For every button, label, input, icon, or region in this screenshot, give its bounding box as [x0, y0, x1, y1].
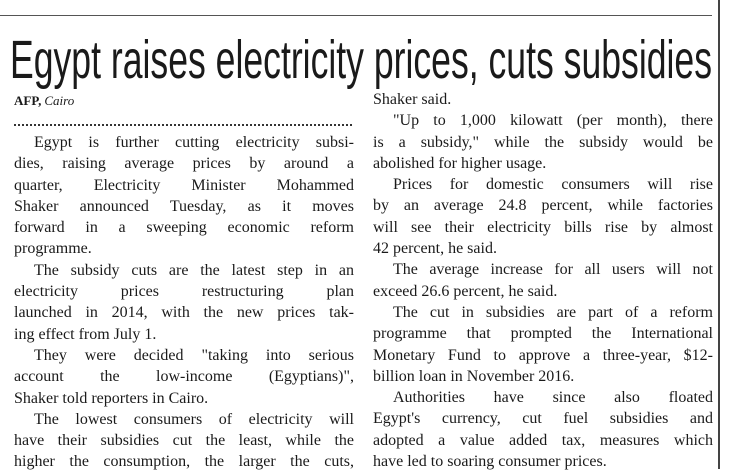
text-line: Egypt's currency, cut fuel subsidies and — [373, 410, 713, 428]
text-line: Shaker told reporters in Cairo. — [14, 389, 209, 407]
text-line: exceed 26.6 percent, he said. — [373, 282, 558, 300]
text-line: The lowest consumers of electricity will — [34, 410, 354, 428]
text-line: Shaker announced Tuesday, as it moves — [14, 197, 354, 215]
byline-agency: AFP, — [14, 93, 42, 108]
column: Shaker said. "Up to 1,000 kilowatt (per m… — [373, 89, 713, 472]
text-line: higher the consumption, the larger the c… — [14, 453, 354, 471]
paragraph: "Up to 1,000 kilowatt (per month), there… — [373, 110, 713, 174]
paragraph: Prices for domestic consumers will rise b… — [373, 174, 713, 259]
text-line: They were decided "taking into serious — [34, 346, 354, 364]
paragraph: They were decided "taking into serious ac… — [14, 345, 354, 409]
dotted-rule — [14, 124, 352, 126]
text-line: dies, raising average prices by around a — [14, 155, 354, 173]
paragraph: Egypt is further cutting electricity sub… — [14, 132, 354, 260]
text-line: Monetary Fund to approve a three-year, $… — [373, 346, 713, 364]
text-line: have led to soaring consumer prices. — [373, 453, 607, 471]
paragraph: The average increase for all users will … — [373, 259, 713, 302]
text-line: billion loan in November 2016. — [373, 367, 575, 385]
headline-svg: Egypt raises electricity prices, cuts su… — [10, 30, 712, 90]
text-line: Authorities have since also floated — [393, 389, 713, 407]
byline-location: Cairo — [44, 93, 75, 108]
text-line: electricity prices restructuring plan — [14, 283, 354, 301]
headline: Egypt raises electricity prices, cuts su… — [10, 30, 712, 90]
paragraph: Shaker said. — [373, 89, 713, 110]
text-line: forward in a sweeping economic reform — [14, 219, 354, 237]
paragraph: The lowest consumers of electricity will… — [14, 409, 354, 473]
text-line: account the low-income (Egyptians)", — [14, 368, 354, 386]
text-line: have their subsidies cut the least, whil… — [14, 432, 354, 450]
top-rule — [0, 15, 712, 16]
text-line: The average increase for all users will … — [393, 261, 713, 279]
text-line: Prices for domestic consumers will rise — [393, 176, 713, 194]
text-line: launched in 2014, with the new prices ta… — [14, 304, 354, 322]
right-rule — [718, 0, 720, 469]
text-line: is a subsidy," while the subsidy would b… — [373, 133, 713, 151]
text-line: Shaker said. — [373, 91, 452, 108]
text-line: quarter, Electricity Minister Mohammed — [14, 176, 354, 194]
text-line: adopted a value added tax, measures whic… — [373, 431, 713, 449]
text-line: will see their electricity bills rise by… — [373, 218, 713, 236]
paragraph: The cut in subsidies are part of a refor… — [373, 302, 713, 387]
text-line: "Up to 1,000 kilowatt (per month), there — [393, 112, 713, 130]
text-line: by an average 24.8 percent, while factor… — [373, 197, 713, 215]
column: Egypt is further cutting electricity sub… — [14, 132, 354, 473]
text-line: ing effect from July 1. — [14, 325, 157, 343]
paragraph: Authorities have since also floated Egypt… — [373, 387, 713, 472]
text-line: programme that prompted the Internationa… — [373, 325, 713, 343]
text-line: The cut in subsidies are part of a refor… — [393, 303, 713, 321]
paragraph: The subsidy cuts are the latest step in … — [14, 260, 354, 345]
text-line: programme. — [14, 240, 92, 258]
text-line: The subsidy cuts are the latest step in … — [34, 261, 354, 279]
byline: AFP, Cairo — [14, 93, 74, 109]
text-line: 42 percent, he said. — [373, 240, 497, 258]
text-line: abolished for higher usage. — [373, 154, 547, 172]
text-line: Egypt is further cutting electricity sub… — [34, 134, 354, 151]
